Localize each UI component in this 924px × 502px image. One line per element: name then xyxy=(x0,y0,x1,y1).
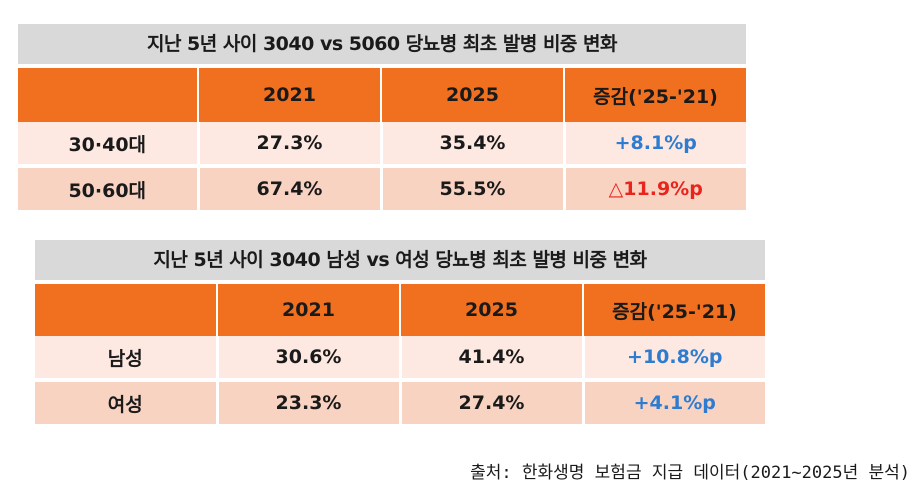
change-value: +8.1%p xyxy=(562,122,746,166)
change-value: +10.8%p xyxy=(581,336,765,380)
table-gender: 지난 5년 사이 3040 남성 vs 여성 당뇨병 최초 발병 비중 변화 2… xyxy=(35,240,765,424)
header-cell-2025: 2025 xyxy=(380,68,565,122)
table-title: 지난 5년 사이 3040 남성 vs 여성 당뇨병 최초 발병 비중 변화 xyxy=(35,240,765,280)
data-table: 2021 2025 증감('25-'21) 30·40대 27.3% 35.4%… xyxy=(18,68,746,210)
header-cell-2021: 2021 xyxy=(216,284,401,336)
table-title: 지난 5년 사이 3040 vs 5060 당뇨병 최초 발병 비중 변화 xyxy=(18,24,746,64)
row-label: 여성 xyxy=(35,380,219,424)
header-cell-empty xyxy=(35,284,218,336)
header-cell-empty xyxy=(18,68,199,122)
table-row: 여성 23.3% 27.4% +4.1%p xyxy=(35,380,765,424)
change-value: △11.9%p xyxy=(562,166,746,210)
table-row: 50·60대 67.4% 55.5% △11.9%p xyxy=(18,166,746,210)
value-2021: 67.4% xyxy=(196,166,383,210)
header-cell-change: 증감('25-'21) xyxy=(563,68,746,122)
source-caption: 출처: 한화생명 보험금 지급 데이터(2021~2025년 분석) xyxy=(470,463,910,483)
data-table: 2021 2025 증감('25-'21) 남성 30.6% 41.4% +10… xyxy=(35,284,765,424)
value-2021: 27.3% xyxy=(196,122,383,166)
table-age-groups: 지난 5년 사이 3040 vs 5060 당뇨병 최초 발병 비중 변화 20… xyxy=(18,24,746,210)
row-label: 50·60대 xyxy=(18,166,200,210)
value-2025: 35.4% xyxy=(379,122,566,166)
table-row: 30·40대 27.3% 35.4% +8.1%p xyxy=(18,122,746,166)
value-2025: 41.4% xyxy=(398,336,585,380)
value-2025: 27.4% xyxy=(398,380,585,424)
row-label: 남성 xyxy=(35,336,219,380)
header-row: 2021 2025 증감('25-'21) xyxy=(35,284,765,336)
header-row: 2021 2025 증감('25-'21) xyxy=(18,68,746,122)
header-cell-2021: 2021 xyxy=(197,68,382,122)
table-row: 남성 30.6% 41.4% +10.8%p xyxy=(35,336,765,380)
header-cell-2025: 2025 xyxy=(399,284,584,336)
change-value: +4.1%p xyxy=(581,380,765,424)
header-cell-change: 증감('25-'21) xyxy=(582,284,765,336)
value-2025: 55.5% xyxy=(379,166,566,210)
value-2021: 23.3% xyxy=(215,380,402,424)
row-label: 30·40대 xyxy=(18,122,200,166)
value-2021: 30.6% xyxy=(215,336,402,380)
